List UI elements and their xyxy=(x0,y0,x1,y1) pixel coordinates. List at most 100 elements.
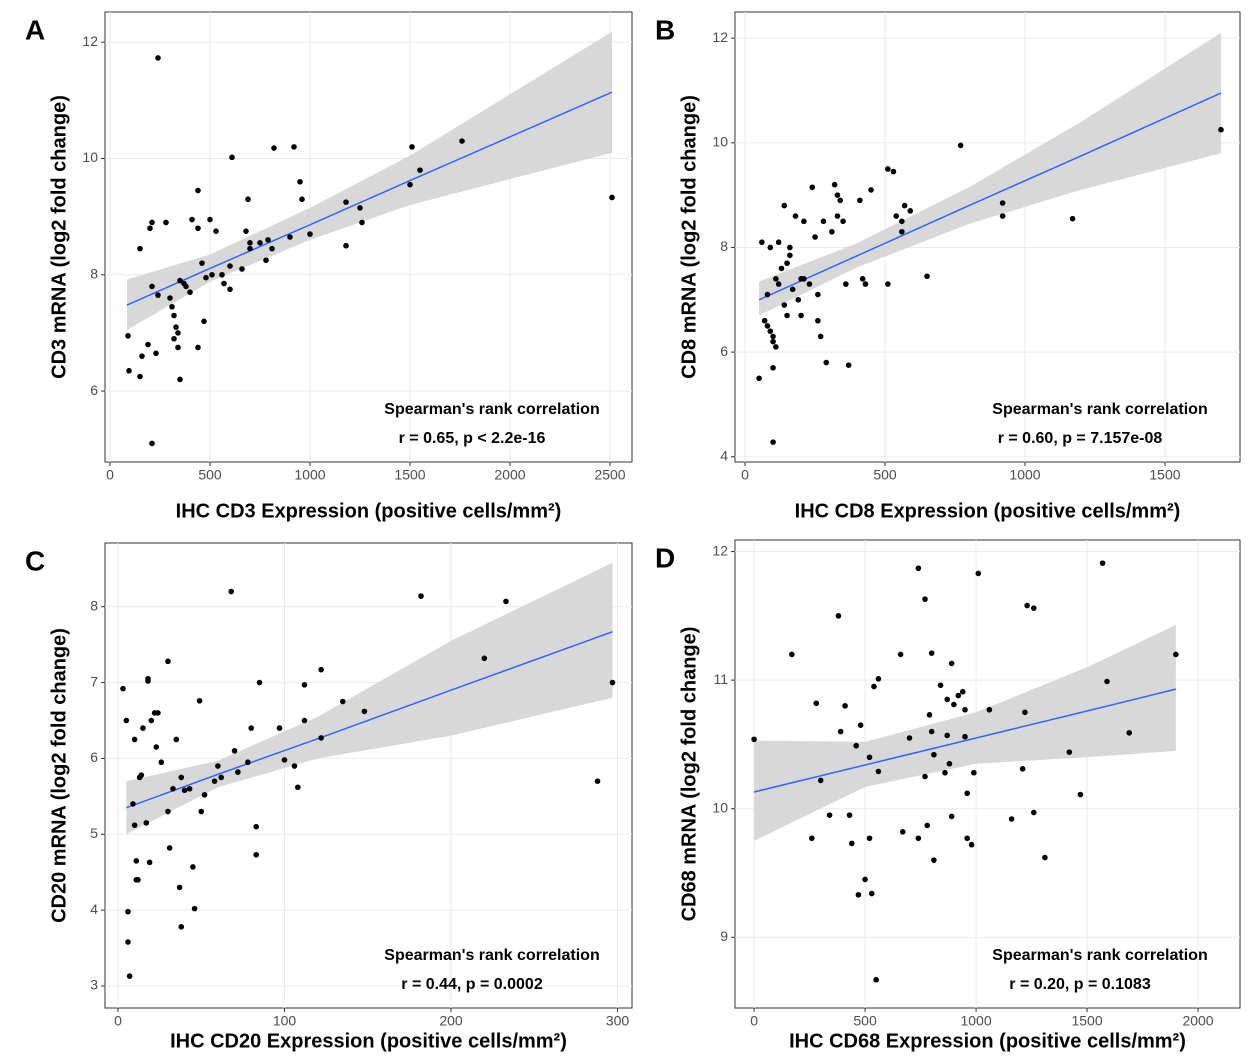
data-point xyxy=(906,735,913,741)
data-point xyxy=(175,344,181,351)
data-point xyxy=(834,192,841,198)
data-point xyxy=(756,375,762,382)
data-point xyxy=(1077,791,1084,798)
data-point xyxy=(951,701,957,708)
data-point xyxy=(211,778,218,784)
data-point xyxy=(815,291,821,298)
data-point xyxy=(235,769,241,775)
data-point xyxy=(937,682,944,689)
data-point xyxy=(964,835,970,842)
panel-label: D xyxy=(655,542,675,573)
y-tick-label: 12 xyxy=(82,33,98,49)
annotation: Spearman's rank correlation xyxy=(384,401,599,418)
data-point xyxy=(407,181,413,188)
x-axis-title: IHC CD20 Expression (positive cells/mm²) xyxy=(170,1030,567,1052)
data-point xyxy=(253,851,259,858)
x-tick-label: 2000 xyxy=(1182,1013,1213,1029)
data-point xyxy=(926,712,933,718)
data-point xyxy=(946,760,953,767)
data-point xyxy=(922,596,928,602)
data-point xyxy=(137,373,143,380)
data-point xyxy=(135,877,141,883)
data-point xyxy=(1030,809,1037,816)
annotation: Spearman's rank correlation xyxy=(384,947,599,964)
x-tick-label: 200 xyxy=(439,1013,463,1029)
x-tick-label: 1500 xyxy=(1071,1013,1102,1029)
data-point xyxy=(806,281,813,287)
annotation: r = 0.65, p < 2.2e-16 xyxy=(399,430,546,447)
confidence-band xyxy=(759,32,1221,316)
data-point xyxy=(167,295,173,301)
data-point xyxy=(291,763,298,769)
fit-line xyxy=(126,631,613,809)
data-point xyxy=(126,367,132,374)
x-tick-label: 500 xyxy=(873,467,897,483)
data-point xyxy=(299,196,305,203)
data-point xyxy=(1019,766,1026,772)
data-point xyxy=(890,168,897,175)
data-point xyxy=(857,722,864,728)
data-point xyxy=(770,439,776,445)
data-point xyxy=(165,808,171,815)
data-point xyxy=(357,205,363,211)
data-point xyxy=(873,976,879,983)
x-tick-label: 2500 xyxy=(594,467,625,483)
data-point xyxy=(928,728,935,735)
data-point xyxy=(287,234,293,240)
x-tick-label: 1500 xyxy=(394,467,425,483)
data-point xyxy=(789,651,795,658)
data-point xyxy=(243,228,249,234)
data-point xyxy=(343,199,349,205)
data-point xyxy=(149,283,155,290)
data-point xyxy=(1126,730,1133,736)
data-point xyxy=(817,777,824,784)
data-point xyxy=(792,213,799,219)
x-tick-label: 300 xyxy=(606,1013,630,1029)
data-point xyxy=(823,359,830,366)
data-point xyxy=(149,440,155,447)
data-point xyxy=(609,679,616,686)
data-point xyxy=(862,876,868,883)
data-point xyxy=(295,784,301,791)
data-point xyxy=(195,187,201,194)
data-point xyxy=(177,277,183,284)
data-point xyxy=(189,216,195,223)
data-point xyxy=(239,266,245,272)
data-point xyxy=(812,234,818,240)
data-point xyxy=(503,598,509,605)
data-point xyxy=(170,785,176,792)
data-point xyxy=(1066,749,1073,755)
data-point xyxy=(171,312,177,319)
data-point xyxy=(801,218,807,225)
fit-line xyxy=(753,688,1177,793)
data-point xyxy=(801,276,807,282)
x-tick-label: 1000 xyxy=(294,467,325,483)
data-point xyxy=(826,812,833,818)
panel-label: B xyxy=(655,14,675,45)
y-tick-label: 8 xyxy=(90,597,98,613)
data-point xyxy=(875,676,882,682)
y-axis-title: CD3 mRNA (log2 fold change) xyxy=(48,95,70,379)
data-point xyxy=(764,291,771,298)
data-point xyxy=(897,651,904,658)
data-point xyxy=(145,341,151,348)
data-point xyxy=(307,231,313,237)
data-point xyxy=(944,696,951,703)
data-point xyxy=(318,666,324,673)
data-point xyxy=(120,685,126,692)
data-point xyxy=(999,200,1006,206)
data-point xyxy=(942,769,948,776)
data-point xyxy=(418,593,424,599)
data-point xyxy=(133,858,140,864)
data-point xyxy=(948,660,955,667)
data-point xyxy=(899,228,905,235)
y-tick-label: 12 xyxy=(712,542,728,558)
data-point xyxy=(834,213,841,219)
data-point xyxy=(155,710,161,716)
data-point xyxy=(276,725,283,731)
y-tick-label: 4 xyxy=(90,901,98,917)
data-point xyxy=(221,280,227,287)
data-point xyxy=(1008,816,1015,822)
data-point xyxy=(924,822,931,829)
y-axis-title: CD68 mRNA (log2 fold change) xyxy=(678,627,700,922)
